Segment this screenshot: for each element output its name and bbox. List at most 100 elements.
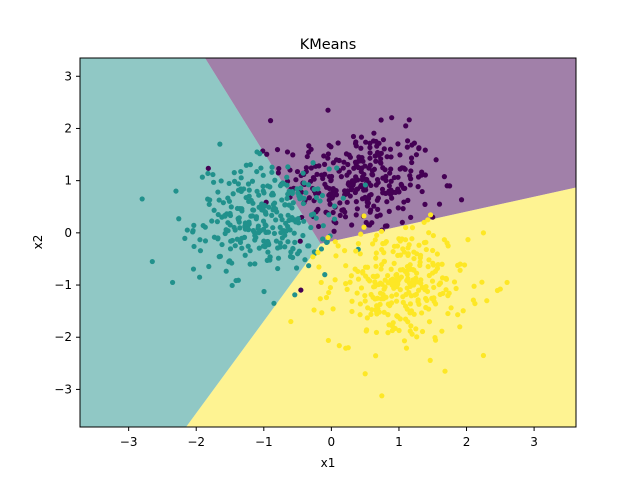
y-tick-label: 0 (64, 226, 72, 240)
point-cluster-2 (315, 249, 321, 256)
point-cluster-2 (421, 219, 427, 225)
point-cluster-0 (320, 175, 326, 182)
point-cluster-1 (253, 216, 259, 222)
point-cluster-1 (227, 246, 234, 252)
point-cluster-0 (352, 140, 359, 147)
point-cluster-2 (408, 323, 414, 329)
point-cluster-1 (202, 238, 209, 244)
point-cluster-2 (471, 283, 477, 289)
point-cluster-1 (279, 217, 285, 223)
point-cluster-2 (344, 286, 350, 292)
point-cluster-2 (430, 232, 436, 239)
point-cluster-1 (235, 215, 241, 222)
point-cluster-0 (395, 205, 401, 211)
point-cluster-1 (270, 201, 276, 208)
point-cluster-1 (291, 230, 297, 236)
point-cluster-0 (330, 209, 336, 216)
point-cluster-1 (229, 260, 235, 266)
point-cluster-2 (406, 280, 412, 286)
point-cluster-2 (435, 261, 441, 268)
point-cluster-2 (457, 324, 463, 330)
point-cluster-0 (321, 153, 327, 159)
point-cluster-1 (248, 213, 254, 219)
point-cluster-0 (330, 160, 336, 166)
point-cluster-2 (448, 305, 454, 311)
point-cluster-2 (362, 293, 368, 299)
point-cluster-2 (423, 304, 429, 311)
point-cluster-1 (215, 211, 221, 218)
point-cluster-2 (404, 285, 410, 291)
point-cluster-1 (231, 178, 238, 184)
point-cluster-2 (439, 328, 445, 334)
point-cluster-2 (374, 232, 380, 238)
x-axis-ticks: −3 −2 −1 0 1 2 3 (120, 427, 538, 449)
point-cluster-2 (389, 327, 396, 334)
point-cluster-2 (389, 282, 395, 288)
x-tick-label: 0 (328, 435, 336, 449)
point-cluster-0 (370, 138, 377, 144)
point-cluster-2 (480, 352, 487, 359)
point-cluster-1 (216, 197, 222, 203)
point-cluster-2 (442, 368, 448, 374)
point-cluster-2 (405, 319, 411, 325)
point-cluster-1 (200, 222, 206, 229)
y-tick-label: 3 (64, 69, 72, 83)
point-cluster-1 (257, 151, 263, 157)
point-cluster-0 (371, 166, 378, 172)
point-cluster-2 (379, 262, 385, 268)
point-cluster-1 (169, 279, 176, 286)
point-cluster-2 (373, 308, 379, 314)
point-cluster-1 (176, 216, 182, 222)
point-cluster-2 (494, 287, 501, 294)
point-cluster-2 (461, 262, 468, 268)
point-cluster-2 (414, 270, 420, 276)
point-cluster-2 (319, 310, 325, 316)
x-tick-label: −3 (120, 435, 138, 449)
point-cluster-2 (424, 288, 431, 295)
point-cluster-1 (218, 178, 224, 184)
point-cluster-1 (277, 224, 283, 230)
point-cluster-1 (306, 243, 312, 249)
point-cluster-0 (409, 142, 415, 148)
point-cluster-2 (388, 300, 395, 306)
point-cluster-2 (418, 280, 424, 286)
point-cluster-2 (465, 237, 471, 243)
point-cluster-0 (336, 157, 342, 164)
point-cluster-1 (226, 198, 233, 204)
point-cluster-1 (197, 274, 203, 280)
point-cluster-2 (401, 338, 408, 344)
x-tick-label: −1 (255, 435, 273, 449)
point-cluster-2 (446, 290, 452, 296)
point-cluster-0 (356, 158, 362, 164)
point-cluster-0 (444, 183, 450, 189)
point-cluster-2 (395, 275, 401, 281)
point-cluster-1 (232, 243, 238, 249)
point-cluster-0 (399, 219, 405, 226)
point-cluster-2 (411, 249, 417, 255)
point-cluster-1 (315, 186, 321, 192)
point-cluster-1 (207, 197, 213, 203)
point-cluster-0 (275, 170, 281, 176)
point-cluster-2 (403, 224, 409, 231)
point-cluster-2 (455, 312, 461, 318)
point-cluster-2 (327, 284, 334, 291)
point-cluster-0 (419, 188, 425, 195)
point-cluster-1 (261, 288, 267, 295)
point-cluster-2 (415, 298, 421, 305)
point-cluster-1 (258, 165, 264, 171)
point-cluster-0 (345, 161, 351, 168)
point-cluster-1 (139, 196, 145, 202)
point-cluster-0 (384, 223, 390, 229)
point-cluster-1 (322, 272, 328, 278)
point-cluster-2 (330, 306, 336, 312)
point-cluster-0 (408, 168, 414, 174)
point-cluster-1 (310, 160, 316, 166)
point-cluster-0 (338, 174, 344, 180)
point-cluster-1 (334, 165, 340, 171)
point-cluster-1 (262, 208, 268, 215)
point-cluster-0 (352, 178, 358, 184)
point-cluster-1 (197, 237, 203, 243)
point-cluster-1 (247, 162, 253, 168)
point-cluster-2 (368, 311, 374, 317)
point-cluster-1 (285, 212, 291, 218)
